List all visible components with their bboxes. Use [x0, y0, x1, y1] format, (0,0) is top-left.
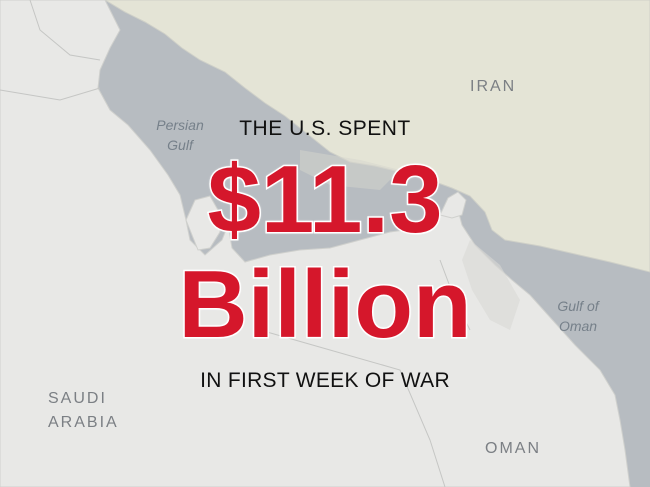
- musandam-land: [439, 191, 467, 219]
- terrain-shade-oman: [462, 240, 520, 330]
- label-saudi-arabia-line1: SAUDI: [48, 390, 107, 407]
- border-line: [0, 87, 101, 101]
- border-line-saudi-oman: [259, 329, 446, 487]
- label-persian-gulf-line2: Gulf: [167, 137, 193, 153]
- qatar-land: [185, 195, 221, 251]
- border-line-north: [29, 0, 101, 61]
- label-persian-gulf: Persian Gulf: [150, 115, 210, 155]
- border-line-uae-oman: [439, 259, 471, 331]
- label-oman: OMAN: [485, 440, 541, 457]
- label-iran: IRAN: [470, 78, 517, 95]
- label-gulf-of-oman-line2: Oman: [558, 318, 598, 334]
- label-gulf-of-oman-line1: Gulf of: [557, 298, 599, 314]
- terrain-shade: [300, 150, 400, 190]
- label-saudi-arabia-line2: ARABIA: [48, 414, 119, 431]
- label-gulf-of-oman: Gulf of Oman: [548, 296, 608, 336]
- headline-unit: Billion: [177, 251, 473, 358]
- headline-outro: IN FIRST WEEK OF WAR: [200, 369, 450, 392]
- headline-amount: $11.3: [206, 146, 444, 253]
- arabia-land: [0, 0, 631, 487]
- headline-intro: THE U.S. SPENT: [239, 117, 411, 140]
- label-persian-gulf-line1: Persian: [156, 117, 204, 133]
